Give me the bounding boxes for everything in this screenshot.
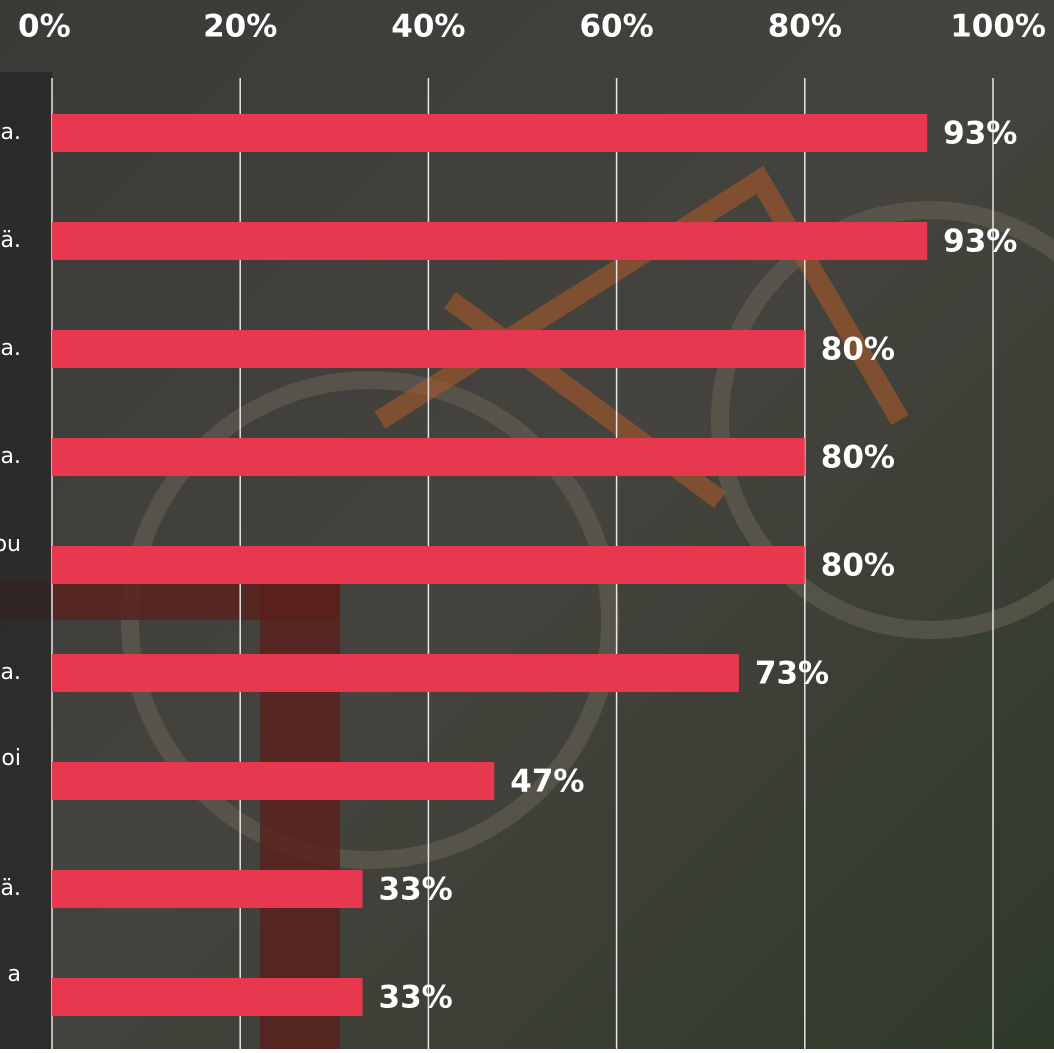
wheel-shape: [711, 201, 1054, 639]
category-label: ou: [0, 532, 21, 557]
category-label: a.: [1, 660, 21, 685]
category-label: a: [8, 962, 21, 987]
category-label: a.: [1, 336, 21, 361]
value-label: 33%: [379, 980, 453, 1016]
x-tick-label: 0%: [18, 9, 71, 45]
value-label: 80%: [821, 332, 895, 368]
category-label: oi: [1, 746, 21, 771]
x-tick-label: 20%: [203, 9, 277, 45]
value-label: 80%: [821, 548, 895, 584]
category-label: ä.: [1, 876, 21, 901]
bar: [52, 870, 363, 908]
x-tick-label: 40%: [391, 9, 465, 45]
label-panel: [0, 72, 52, 1049]
bar: [52, 222, 928, 260]
value-label: 93%: [943, 116, 1017, 152]
value-label: 33%: [379, 872, 453, 908]
value-label: 73%: [755, 656, 829, 692]
bar: [52, 978, 363, 1016]
x-tick-label: 100%: [950, 9, 1046, 45]
bar: [52, 762, 495, 800]
category-label: ä.: [1, 228, 21, 253]
bar: [52, 438, 805, 476]
x-tick-label: 60%: [579, 9, 653, 45]
category-label: a.: [1, 444, 21, 469]
bar: [52, 114, 928, 152]
x-tick-label: 80%: [768, 9, 842, 45]
value-label: 80%: [821, 440, 895, 476]
bar: [52, 654, 739, 692]
bar: [52, 546, 805, 584]
bar: [52, 330, 805, 368]
category-label: a.: [1, 120, 21, 145]
value-label: 47%: [510, 764, 584, 800]
value-label: 93%: [943, 224, 1017, 260]
